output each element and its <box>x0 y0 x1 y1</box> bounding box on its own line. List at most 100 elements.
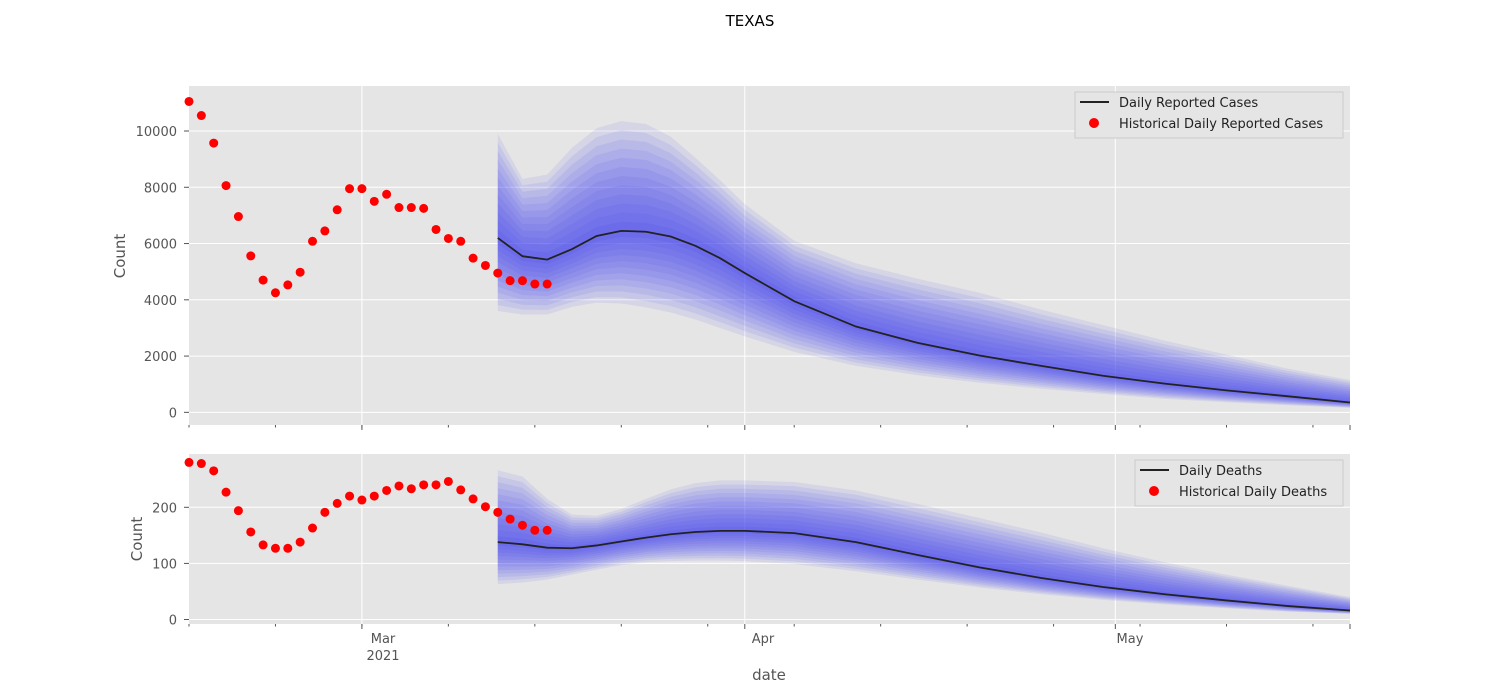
historical-point <box>258 540 268 550</box>
historical-point <box>468 494 478 504</box>
historical-point <box>419 480 429 490</box>
historical-point <box>357 184 367 194</box>
legend-dot-swatch <box>1149 486 1159 496</box>
historical-point <box>283 280 293 290</box>
y-tick-label: 6000 <box>144 238 177 253</box>
historical-point <box>517 520 527 530</box>
historical-point <box>270 543 280 553</box>
historical-point <box>184 457 194 467</box>
historical-point <box>233 212 243 222</box>
historical-point <box>332 205 342 215</box>
historical-point <box>308 523 318 533</box>
deaths-forecast-median-line <box>497 529 1351 612</box>
deaths-legend: Daily Deaths Historical Daily Deaths <box>1134 459 1344 507</box>
historical-point <box>270 288 280 298</box>
y-tick-label: 200 <box>152 501 177 516</box>
forecast-band <box>497 494 1350 613</box>
y-tick-label: 8000 <box>144 181 177 196</box>
top-x-tick-marks <box>188 425 1351 430</box>
forecast-band <box>497 130 1350 408</box>
y-tick-label: 2000 <box>144 350 177 365</box>
x-tick-label-may: May <box>1117 632 1144 647</box>
historical-point <box>530 525 540 535</box>
legend-box <box>1134 459 1344 507</box>
forecast-band <box>497 505 1350 613</box>
forecast-band <box>497 157 1350 407</box>
historical-point <box>382 485 392 495</box>
historical-point <box>394 481 404 491</box>
historical-point <box>530 279 540 289</box>
top-plot-area <box>189 86 1350 425</box>
historical-point <box>345 184 355 194</box>
historical-point <box>456 236 466 246</box>
historical-point <box>233 506 243 516</box>
historical-point <box>542 525 552 535</box>
historical-point <box>443 476 453 486</box>
y-tick-label: 4000 <box>144 294 177 309</box>
forecast-band <box>497 526 1350 611</box>
historical-point <box>196 459 206 469</box>
historical-point <box>320 226 330 236</box>
historical-point <box>357 495 367 505</box>
historical-point <box>493 268 503 278</box>
cases-forecast-median-line <box>497 229 1351 404</box>
forecast-band <box>497 194 1350 405</box>
y-tick-label: 0 <box>169 614 177 629</box>
historical-point <box>517 276 527 286</box>
legend-label-deaths: Daily Deaths <box>1179 464 1262 479</box>
deaths-historical-points <box>184 457 552 553</box>
legend-label-historical-cases: Historical Daily Reported Cases <box>1119 117 1323 132</box>
historical-point <box>431 480 441 490</box>
historical-point <box>542 279 552 289</box>
historical-point <box>493 507 503 517</box>
historical-point <box>196 111 206 121</box>
historical-point <box>221 487 231 497</box>
y-tick-label: 0 <box>169 406 177 421</box>
forecast-band <box>497 176 1350 406</box>
historical-point <box>431 224 441 234</box>
historical-point <box>246 527 256 537</box>
historical-point <box>406 203 416 213</box>
historical-point <box>209 138 219 148</box>
forecast-band <box>497 482 1350 614</box>
historical-point <box>209 466 219 476</box>
historical-point <box>221 181 231 191</box>
historical-point <box>505 276 515 286</box>
bottom-y-tick-labels: 0 100 200 <box>152 501 177 628</box>
forecast-band <box>497 470 1350 614</box>
historical-point <box>468 253 478 263</box>
historical-point <box>345 491 355 501</box>
cases-legend: Daily Reported Cases Historical Daily Re… <box>1074 91 1344 139</box>
bottom-x-tick-marks <box>188 624 1351 629</box>
y-tick-label: 100 <box>152 557 177 572</box>
forecast-band <box>497 221 1350 403</box>
forecast-band <box>497 518 1350 612</box>
historical-point <box>320 507 330 517</box>
historical-point <box>258 275 268 285</box>
historical-point <box>394 203 404 213</box>
historical-point <box>505 514 515 524</box>
historical-point <box>382 189 392 199</box>
top-y-axis-label: Count <box>111 234 129 279</box>
historical-point <box>295 267 305 277</box>
forecast-band <box>497 488 1350 614</box>
top-y-tick-labels: 0 2000 4000 6000 8000 10000 <box>136 125 177 421</box>
historical-point <box>308 236 318 246</box>
x-tick-label-apr: Apr <box>752 632 775 647</box>
forecast-band <box>497 476 1350 614</box>
legend-box <box>1074 91 1344 139</box>
forecast-band <box>497 121 1350 408</box>
x-tick-label-mar: Mar <box>371 632 396 647</box>
x-tick-labels: Mar 2021 Apr May <box>366 632 1143 664</box>
historical-point <box>246 251 256 261</box>
forecast-band <box>497 148 1350 407</box>
historical-point <box>456 485 466 495</box>
historical-point <box>419 203 429 213</box>
legend-dot-swatch <box>1089 118 1099 128</box>
bottom-y-axis-label: Count <box>128 517 146 562</box>
forecast-band <box>497 509 1350 612</box>
figure-title: TEXAS <box>725 12 775 30</box>
forecast-band <box>497 166 1350 406</box>
historical-point <box>295 537 305 547</box>
